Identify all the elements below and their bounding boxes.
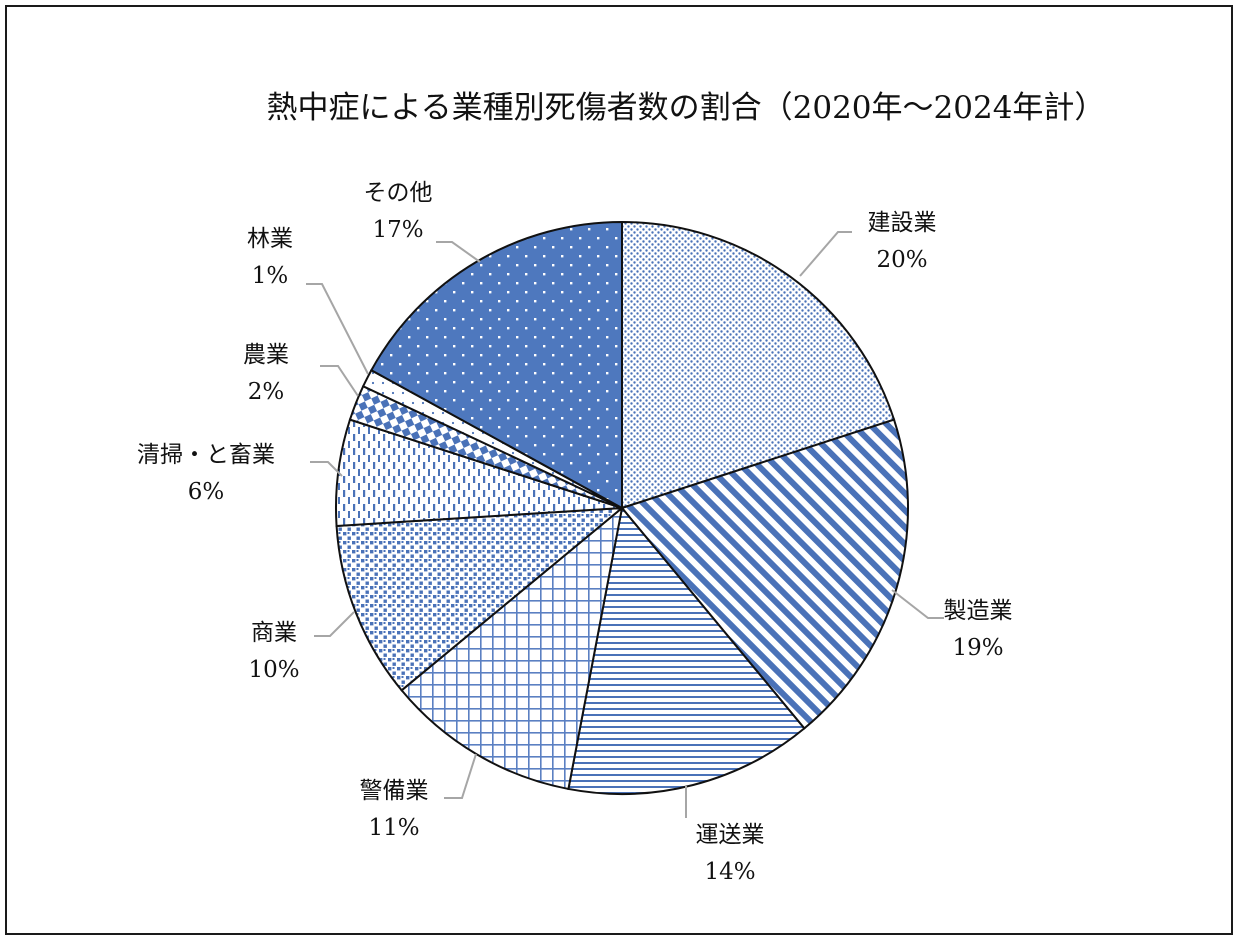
category-label-5: 清掃・と畜業	[137, 442, 275, 468]
category-label-1: 製造業	[944, 598, 1013, 624]
value-label-6: 2%	[248, 379, 285, 405]
category-label-0: 建設業	[868, 210, 937, 236]
category-label-6: 農業	[243, 342, 289, 368]
leader-line-3	[444, 753, 477, 799]
category-label-8: その他	[364, 180, 433, 206]
category-label-3: 警備業	[360, 778, 429, 804]
value-label-2: 14%	[704, 859, 755, 885]
category-label-7: 林業	[247, 226, 293, 252]
leader-line-7	[306, 283, 369, 375]
pie-slice-0	[621, 220, 896, 510]
leader-line-6	[320, 365, 359, 397]
leader-line-1	[891, 589, 944, 619]
value-label-4: 10%	[248, 657, 299, 683]
pie-slice-8	[370, 220, 623, 510]
pie-slice-2	[567, 505, 806, 795]
leader-line-4	[314, 611, 355, 637]
leader-line-8	[436, 241, 481, 263]
pie-slice-4	[335, 506, 626, 692]
leader-line-0	[799, 231, 852, 277]
value-label-0: 20%	[876, 247, 927, 273]
value-label-7: 1%	[252, 263, 289, 289]
value-label-1: 19%	[952, 635, 1003, 661]
value-label-8: 17%	[372, 217, 423, 243]
leader-line-5	[310, 461, 343, 477]
pie-slice-3	[400, 505, 624, 791]
value-label-5: 6%	[188, 479, 225, 505]
pie-slice-1	[620, 418, 909, 730]
value-label-3: 11%	[368, 815, 419, 841]
category-label-2: 運送業	[696, 822, 765, 848]
category-label-4: 商業	[251, 620, 297, 646]
chart-title: 熱中症による業種別死傷者数の割合（2020年～2024年計）	[267, 90, 1106, 126]
